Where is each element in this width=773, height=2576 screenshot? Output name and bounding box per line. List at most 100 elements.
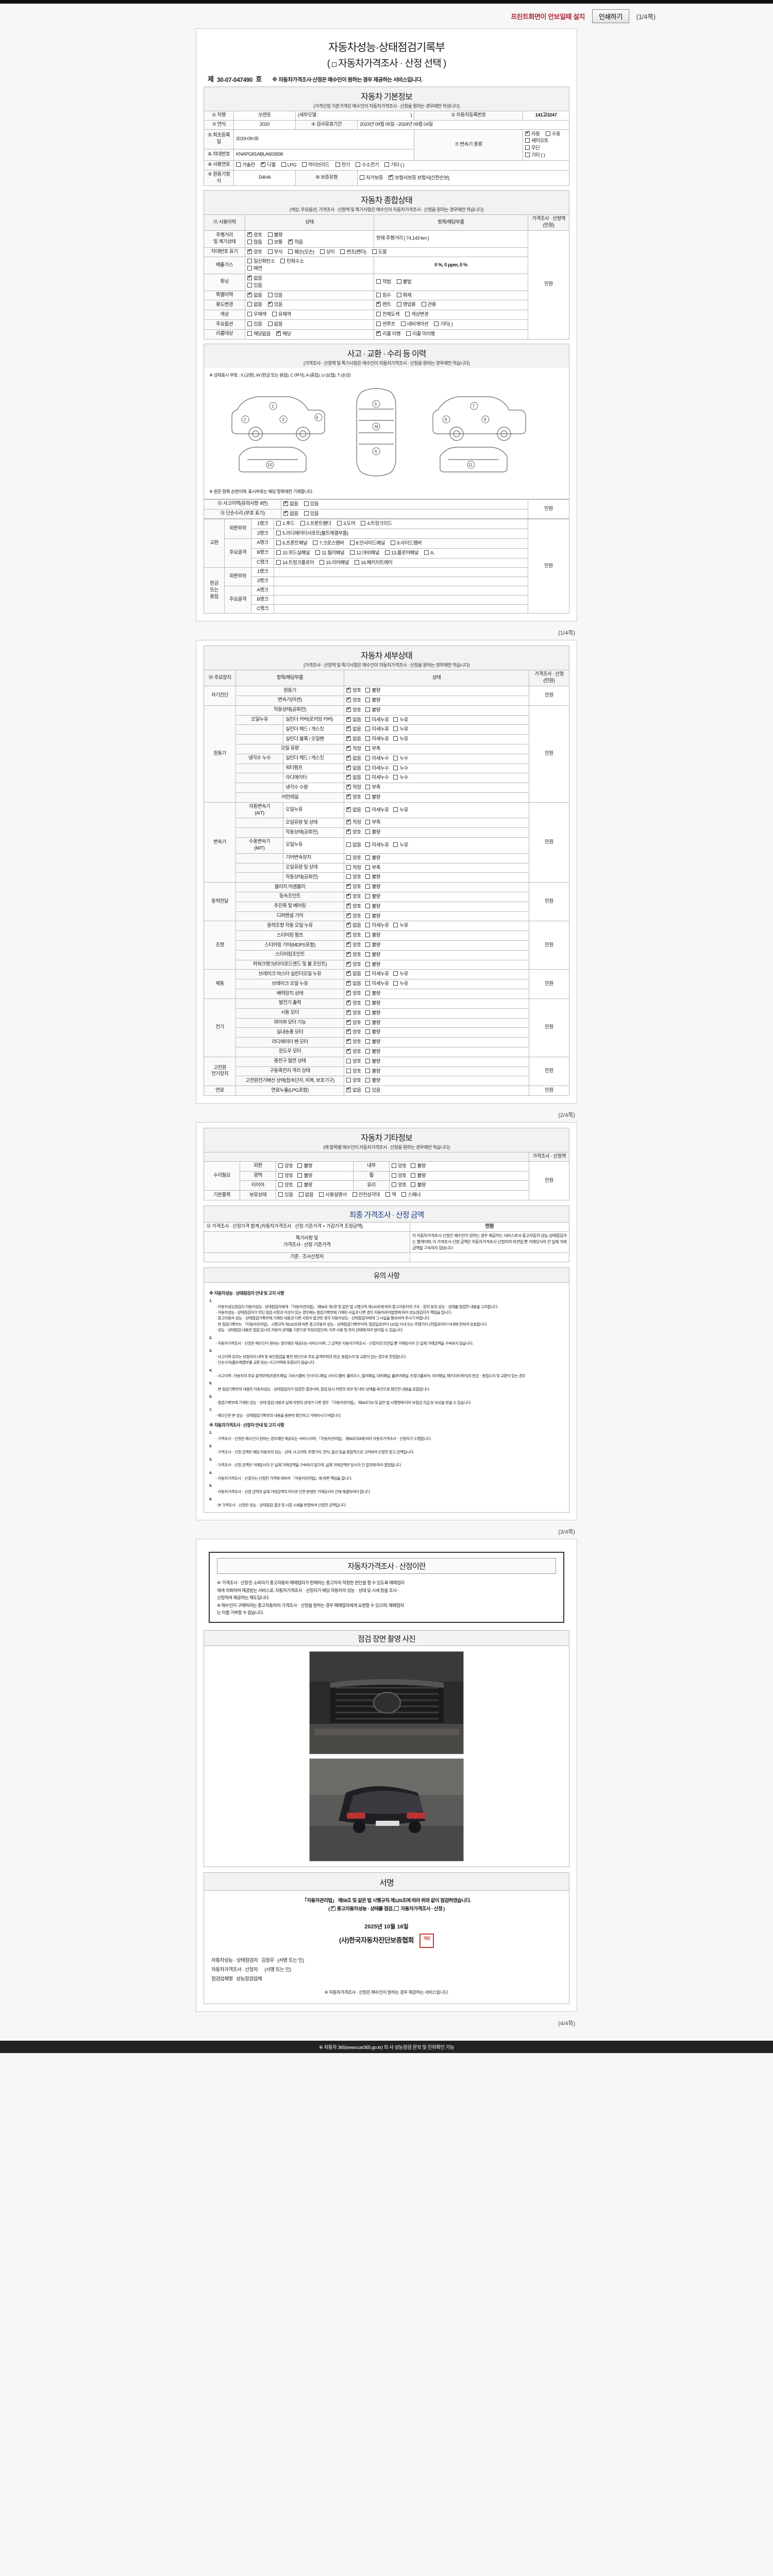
opt-누유[interactable]: 누유 <box>393 807 408 814</box>
opt-manual[interactable]: 사용설명서 <box>319 1192 347 1199</box>
opt-양호[interactable]: 양호 <box>346 1068 361 1075</box>
opt-적정[interactable]: 적정 <box>346 865 361 872</box>
opt-양호[interactable]: 양호 <box>346 961 361 969</box>
opt-없음[interactable]: 없음 <box>346 716 361 724</box>
opt-양호[interactable]: 양호 <box>346 706 361 714</box>
opt-exists[interactable]: 있음 <box>267 301 283 309</box>
opt-양호[interactable]: 양호 <box>346 931 361 939</box>
opt-fire[interactable]: 화재 <box>396 292 412 299</box>
opt-양호[interactable]: 양호 <box>346 697 361 704</box>
opt-damage[interactable]: 훼손(오손) <box>288 249 314 256</box>
opt-gasoline[interactable]: 가솔린 <box>236 162 255 169</box>
opt-spanner[interactable]: 스패너 <box>401 1192 421 1199</box>
opt-누수[interactable]: 누수 <box>393 755 408 762</box>
opt-없음[interactable]: 없음 <box>346 755 361 762</box>
opt-other[interactable]: 기타( ) <box>434 321 453 328</box>
opt-없음[interactable]: 없음 <box>346 765 361 772</box>
opt-누유[interactable]: 누유 <box>393 922 408 929</box>
opt-누유[interactable]: 누유 <box>393 736 408 743</box>
opt-누수[interactable]: 누수 <box>393 765 408 772</box>
opt-bad[interactable]: 불량 <box>411 1163 426 1170</box>
opt-양호[interactable]: 양호 <box>346 903 361 910</box>
opt-없음[interactable]: 없음 <box>346 922 361 929</box>
opt-미세누유[interactable]: 미세누유 <box>365 980 389 988</box>
print-button[interactable]: 인쇄하기 <box>592 9 629 23</box>
opt-부족[interactable]: 부족 <box>365 784 380 791</box>
opt-불량[interactable]: 불량 <box>365 1058 380 1065</box>
opt-미세누유[interactable]: 미세누유 <box>365 922 389 929</box>
opt-불량[interactable]: 불량 <box>365 1048 380 1056</box>
opt-recall-pending[interactable]: 리콜 미이행 <box>406 331 435 338</box>
opt-good[interactable]: 양호 <box>247 231 262 239</box>
opt-있음[interactable]: 있음 <box>365 1087 380 1094</box>
opt-불량[interactable]: 불량 <box>365 913 380 920</box>
opt-none[interactable]: 없음 <box>247 301 262 309</box>
opt-양호[interactable]: 양호 <box>346 1058 361 1065</box>
opt-양호[interactable]: 양호 <box>346 1009 361 1017</box>
opt-good[interactable]: 양호 <box>392 1163 407 1170</box>
opt-sunroof[interactable]: 썬루프 <box>376 321 395 328</box>
opt-erased[interactable]: 도말 <box>372 249 387 256</box>
opt-good[interactable]: 양호 <box>278 1182 293 1189</box>
opt-불량[interactable]: 불량 <box>365 1068 380 1075</box>
opt-full-paint[interactable]: 전체도색 <box>376 311 399 318</box>
opt-bad[interactable]: 불량 <box>267 232 283 239</box>
opt-누유[interactable]: 누유 <box>393 717 408 724</box>
opt-불량[interactable]: 불량 <box>365 893 380 901</box>
opt-양호[interactable]: 양호 <box>346 1019 361 1027</box>
opt-적정[interactable]: 적정 <box>346 819 361 826</box>
opt-양호[interactable]: 양호 <box>346 793 361 801</box>
law-checkbox-price[interactable] <box>394 1906 399 1911</box>
opt-insurer-warranty[interactable]: 보험사보증 보험사[신한손보] <box>389 174 449 182</box>
opt-chromatic[interactable]: 유채색 <box>272 311 291 318</box>
opt-side-member[interactable]: 9.사이드멤버 <box>391 540 422 547</box>
opt-exists[interactable]: 있음 <box>304 511 319 518</box>
opt-inside-panel[interactable]: 8.인사이드패널 <box>349 540 385 547</box>
opt-front-panel[interactable]: 6.프론트패널 <box>276 540 308 547</box>
opt-불량[interactable]: 불량 <box>365 952 380 959</box>
opt-recall-done[interactable]: 리콜 이행 <box>376 330 401 338</box>
opt-trans-other[interactable]: 기타 ( ) <box>525 152 545 159</box>
opt-부족[interactable]: 부족 <box>365 819 380 826</box>
opt-good[interactable]: 양호 <box>278 1163 293 1170</box>
opt-적정[interactable]: 적정 <box>346 784 361 791</box>
opt-미세누수[interactable]: 미세누수 <box>365 765 389 772</box>
opt-a-mark[interactable]: A. <box>424 550 435 557</box>
opt-color-change[interactable]: 색상변경 <box>405 311 429 318</box>
opt-불량[interactable]: 불량 <box>365 687 380 694</box>
opt-양호[interactable]: 양호 <box>346 999 361 1007</box>
law-checkbox-performance[interactable] <box>330 1905 335 1911</box>
opt-불량[interactable]: 불량 <box>365 1039 380 1046</box>
opt-radiator-support[interactable]: 5.라디에이터서포트(볼트체결부품) <box>276 530 348 537</box>
opt-양호[interactable]: 양호 <box>346 912 361 920</box>
opt-불량[interactable]: 불량 <box>365 1029 380 1036</box>
opt-pillar-panel[interactable]: 11.필러패널 <box>315 550 345 557</box>
opt-없음[interactable]: 없음 <box>346 970 361 978</box>
opt-flood[interactable]: 침수 <box>376 292 391 299</box>
opt-없음[interactable]: 없음 <box>346 842 361 849</box>
opt-auto[interactable]: 자동 <box>525 130 540 138</box>
opt-누유[interactable]: 누유 <box>393 726 408 733</box>
opt-양호[interactable]: 양호 <box>346 1028 361 1036</box>
opt-양호[interactable]: 양호 <box>346 893 361 901</box>
opt-양호[interactable]: 양호 <box>346 990 361 997</box>
opt-normal[interactable]: 보통 <box>267 239 283 246</box>
opt-jack[interactable]: 잭 <box>385 1192 396 1199</box>
opt-cross-member[interactable]: 7.크로스멤버 <box>313 540 344 547</box>
opt-양호[interactable]: 양호 <box>346 828 361 836</box>
opt-미세누수[interactable]: 미세누수 <box>365 774 389 782</box>
opt-불량[interactable]: 불량 <box>365 707 380 714</box>
opt-none[interactable]: 없음 <box>298 1192 314 1199</box>
opt-양호[interactable]: 양호 <box>346 874 361 881</box>
opt-미세누유[interactable]: 미세누유 <box>365 971 389 978</box>
opt-bad[interactable]: 불량 <box>297 1182 312 1189</box>
opt-different[interactable]: 상이 <box>320 249 335 256</box>
opt-corrosion[interactable]: 부식 <box>267 249 283 256</box>
opt-불량[interactable]: 불량 <box>365 1010 380 1017</box>
opt-lpg[interactable]: LPG <box>281 162 297 169</box>
opt-electric[interactable]: 전기 <box>335 162 350 169</box>
opt-양호[interactable]: 양호 <box>346 855 361 862</box>
opt-altered[interactable]: 변조(변타) <box>340 249 366 256</box>
opt-없음[interactable]: 없음 <box>346 725 361 733</box>
opt-none[interactable]: 없음 <box>283 510 298 518</box>
